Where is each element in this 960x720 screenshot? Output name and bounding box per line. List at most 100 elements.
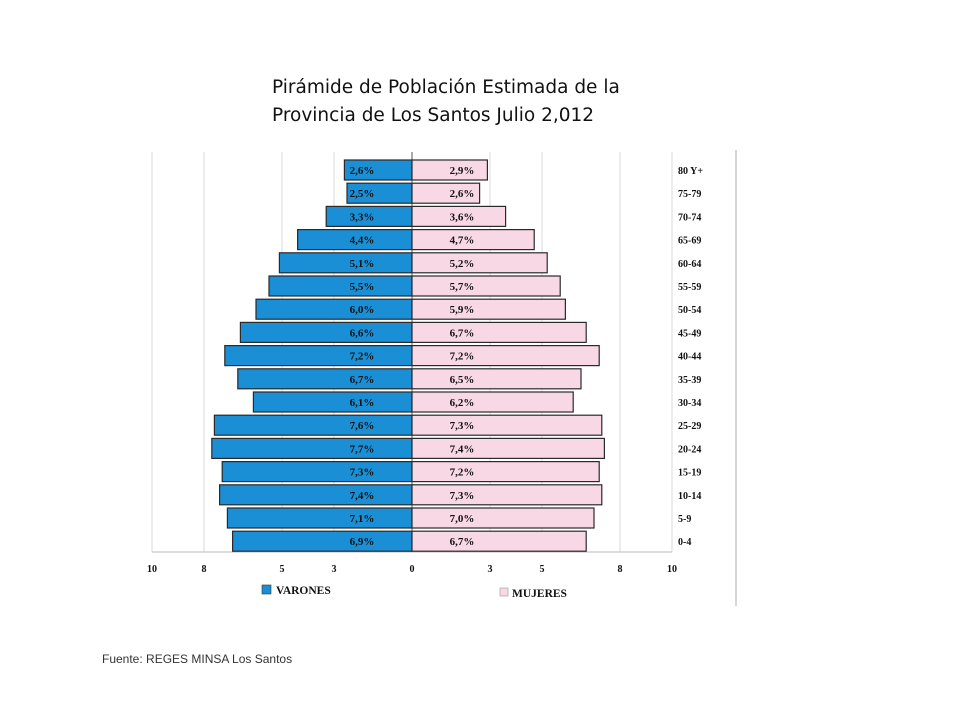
bar-mujeres [411,507,595,529]
bar-label-varones: 3,3% [350,211,375,223]
bar-label-mujeres: 6,7% [450,327,475,339]
bar-label-mujeres: 2,9% [450,165,475,177]
x-tick-label: 3 [332,564,337,575]
age-group-label: 60-64 [678,259,701,270]
bar-label-mujeres: 6,5% [450,374,475,386]
bar-varones [226,507,413,529]
bar-varones [255,298,413,320]
bar-label-varones: 4,4% [350,235,375,247]
age-group-label: 40-44 [678,352,701,363]
x-tick-label: 0 [410,564,415,575]
bar-mujeres [411,437,605,459]
bar-varones [224,345,413,367]
bar-mujeres [411,368,582,390]
bar-label-varones: 7,7% [350,443,375,455]
x-tick-label: 5 [540,564,545,575]
bar-varones [252,391,413,413]
bar-label-varones: 7,6% [350,420,375,432]
bar-mujeres [411,530,587,552]
x-tick-label: 10 [667,564,677,575]
bar-varones [232,530,413,552]
bar-mujeres [411,321,587,343]
bar-label-varones: 6,1% [350,397,375,409]
bar-mujeres [411,159,489,181]
age-group-label: 0-4 [678,537,691,548]
bar-label-mujeres: 7,2% [450,351,475,363]
bar-label-varones: 5,5% [350,281,375,293]
bar-label-mujeres: 4,7% [450,235,475,247]
bar-varones [278,252,413,274]
bar-mujeres [411,252,548,274]
bar-label-varones: 6,0% [350,304,375,316]
x-tick-label: 3 [488,564,493,575]
chart-legend: VARONES MUJERES [261,584,567,600]
bar-varones [239,321,413,343]
bar-mujeres [411,275,561,297]
age-group-label: 50-54 [678,305,701,316]
bar-label-varones: 2,5% [350,188,375,200]
bar-mujeres [411,182,481,204]
bar-mujeres [411,414,603,436]
bar-label-mujeres: 7,2% [450,467,475,479]
bar-label-mujeres: 5,9% [450,304,475,316]
chart-title-line-2: Provincia de Los Santos Julio 2,012 [272,105,595,126]
age-group-label: 10-14 [678,491,701,502]
age-group-label: 80 Y+ [678,166,703,177]
bar-varones [213,414,413,436]
bar-label-mujeres: 7,4% [450,443,475,455]
legend-label-mujeres: MUJERES [512,588,567,600]
bar-label-mujeres: 6,2% [450,397,475,409]
x-axis-ticks: 10 8 5 3 0 3 5 8 10 [147,564,677,575]
x-tick-label: 8 [618,564,623,575]
bar-varones [237,368,413,390]
bar-varones [268,275,413,297]
chart-title-line-1: Pirámide de Población Estimada de la [272,77,620,98]
legend-label-varones: VARONES [276,585,331,597]
bar-mujeres [411,391,574,413]
legend-swatch-mujeres [499,587,509,597]
bar-mujeres [411,484,603,506]
bar-label-varones: 7,3% [350,467,375,479]
bar-label-varones: 6,9% [350,536,375,548]
bar-mujeres [411,205,507,227]
bar-varones [211,437,413,459]
age-group-label: 5-9 [678,514,691,525]
age-group-label: 75-79 [678,189,701,200]
bar-label-varones: 6,6% [350,327,375,339]
bar-mujeres [411,298,566,320]
age-group-label: 25-29 [678,421,701,432]
bar-label-varones: 5,1% [350,258,375,270]
bar-label-varones: 2,6% [350,165,375,177]
age-group-label: 20-24 [678,444,701,455]
age-group-label: 65-69 [678,236,701,247]
age-group-label: 35-39 [678,375,701,386]
bar-label-mujeres: 3,6% [450,211,475,223]
bar-mujeres [411,345,600,367]
age-group-label: 45-49 [678,328,701,339]
bar-label-varones: 7,2% [350,351,375,363]
bar-varones [221,461,413,483]
bar-label-mujeres: 6,7% [450,536,475,548]
age-group-label: 30-34 [678,398,701,409]
chart-title: Pirámide de Población Estimada de la Pro… [272,74,692,130]
x-tick-label: 10 [147,564,157,575]
age-group-label: 55-59 [678,282,701,293]
bar-label-varones: 7,1% [350,513,375,525]
age-group-label: 70-74 [678,212,701,223]
x-tick-label: 8 [202,564,207,575]
bar-mujeres [411,229,535,251]
bar-label-mujeres: 7,0% [450,513,475,525]
bar-mujeres [411,461,600,483]
age-group-labels: 80 Y+ 75-79 70-74 65-69 60-64 55-59 50-54 45-49… [678,166,703,548]
bar-label-mujeres: 7,3% [450,420,475,432]
source-note: Fuente: REGES MINSA Los Santos [102,652,293,666]
bar-label-mujeres: 2,6% [450,188,475,200]
bar-label-mujeres: 7,3% [450,490,475,502]
chart-bar-labels: 2,6% 2,9% 2,5% 2,6% 3,3% 3,6% 4,4% 4,7% 5,1% 5,2%… [350,165,475,548]
bar-label-varones: 7,4% [350,490,375,502]
bar-label-mujeres: 5,2% [450,258,475,270]
chart-bars [211,159,605,552]
bar-varones [219,484,413,506]
bar-label-mujeres: 5,7% [450,281,475,293]
legend-swatch-varones [261,584,272,595]
